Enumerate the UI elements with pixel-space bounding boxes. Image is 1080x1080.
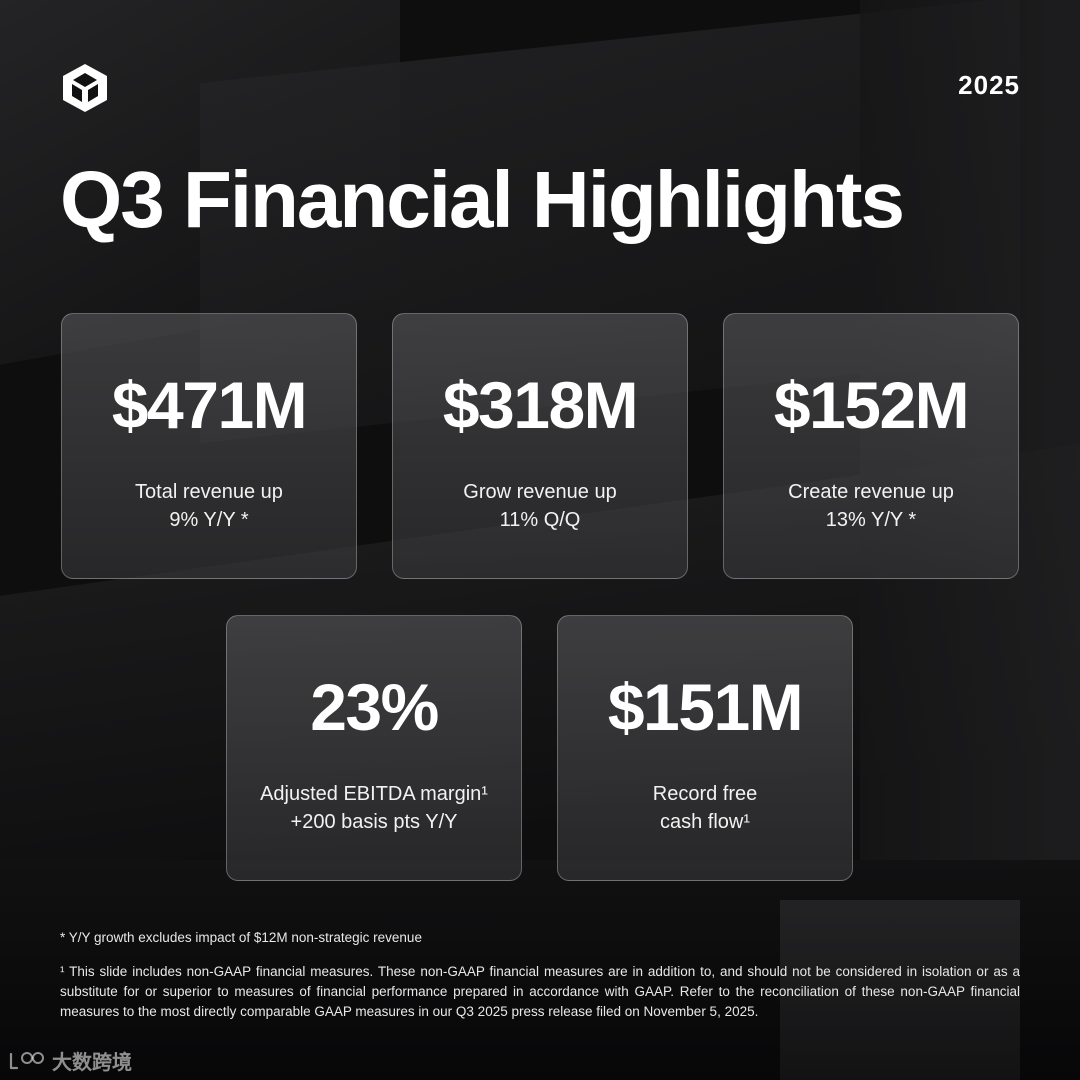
metric-label: Record free cash flow¹ [653, 780, 758, 836]
metric-label-line: Grow revenue up [463, 481, 617, 503]
unity-cube-logo-icon [63, 64, 107, 112]
metric-label-line: 13% Y/Y * [825, 509, 917, 531]
footnote-non-gaap: ¹ This slide includes non-GAAP financial… [60, 964, 1020, 1019]
metric-card-grow-revenue: $318M Grow revenue up 11% Q/Q [392, 313, 688, 579]
metric-label: Create revenue up 13% Y/Y * [788, 478, 954, 534]
metric-label-line: Record free [652, 783, 758, 805]
metric-label: Grow revenue up 11% Q/Q [463, 478, 616, 534]
metric-value: $151M [607, 670, 804, 744]
year-label: 2025 [958, 70, 1020, 100]
metric-label-line: 11% Q/Q [499, 509, 581, 531]
metric-label: Total revenue up 9% Y/Y * [135, 478, 283, 534]
metric-card-create-revenue: $152M Create revenue up 13% Y/Y * [723, 313, 1019, 579]
metric-card-total-revenue: $471M Total revenue up 9% Y/Y * [61, 313, 357, 579]
metric-label-line: 9% Y/Y * [169, 509, 249, 531]
metric-label-line: Create revenue up [788, 481, 954, 503]
metric-label-line: cash flow¹ [659, 811, 751, 833]
metric-label-line: Total revenue up [135, 481, 283, 503]
metric-label-line: Adjusted EBITDA margin¹ [260, 783, 488, 805]
page-title: Q3 Financial Highlights [60, 155, 905, 244]
metric-card-free-cash-flow: $151M Record free cash flow¹ [557, 615, 853, 881]
watermark: 大数跨境 [8, 1046, 132, 1075]
footnote-yy-growth: * Y/Y growth excludes impact of $12M non… [60, 930, 422, 945]
dashuju-logo-icon [9, 1051, 44, 1069]
metric-value: 23% [310, 670, 439, 744]
watermark-text: 大数跨境 [52, 1052, 132, 1074]
background-shape [780, 900, 1020, 1080]
metric-label: Adjusted EBITDA margin¹ +200 basis pts Y… [260, 780, 488, 836]
metric-value: $471M [111, 368, 308, 442]
metric-value: $152M [773, 368, 970, 442]
footnotes: * Y/Y growth excludes impact of $12M non… [60, 928, 1020, 1022]
metric-label-line: +200 basis pts Y/Y [290, 811, 458, 833]
metric-card-ebitda-margin: 23% Adjusted EBITDA margin¹ +200 basis p… [226, 615, 522, 881]
metric-value: $318M [442, 368, 639, 442]
